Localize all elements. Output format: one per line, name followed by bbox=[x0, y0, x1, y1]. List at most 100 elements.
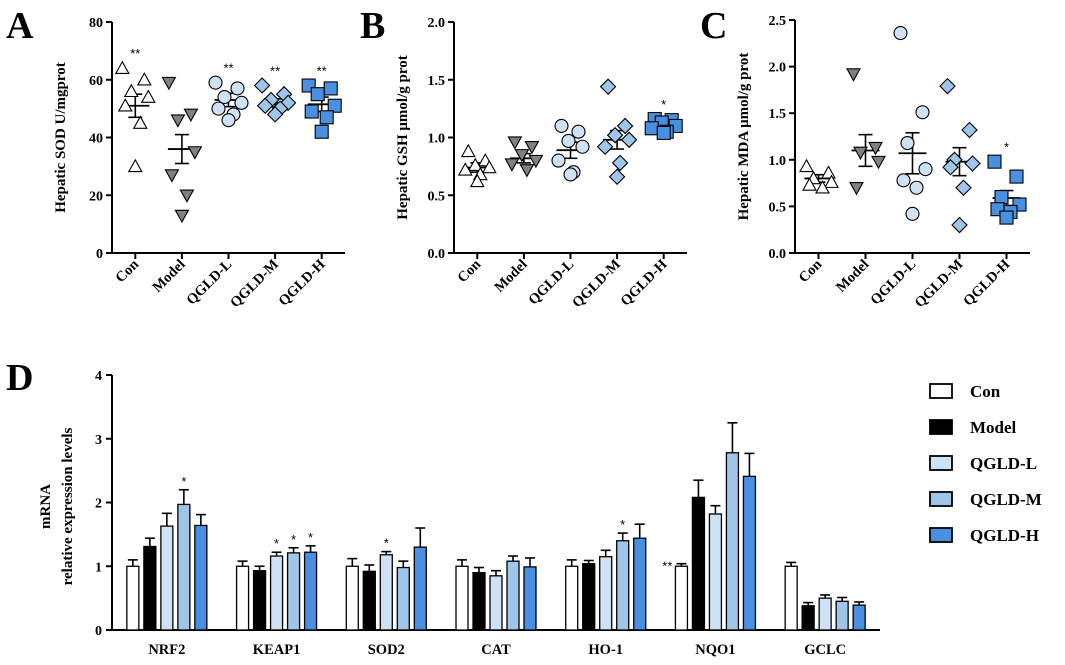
panel-C-point bbox=[909, 180, 924, 195]
panel-C-point bbox=[999, 210, 1014, 225]
legend-swatch bbox=[929, 491, 953, 507]
panel-C-point bbox=[900, 135, 915, 151]
panel-A-xtick-label: QGLD-H bbox=[276, 256, 329, 309]
panel-A-point bbox=[170, 114, 186, 128]
panel-B-point bbox=[606, 126, 624, 144]
panel-D-bar bbox=[599, 556, 613, 631]
panel-C-point bbox=[918, 162, 933, 177]
panel-B-point bbox=[551, 153, 566, 168]
panel-A-point bbox=[266, 106, 284, 123]
panel-A-point bbox=[164, 169, 180, 183]
panel-A-y-label: Hepatic SOD U/mgprot bbox=[53, 62, 69, 213]
panel-C-point bbox=[939, 77, 956, 95]
panel-B-point bbox=[644, 121, 659, 136]
panel-D-bar bbox=[489, 575, 503, 631]
panel-D-bar bbox=[455, 565, 469, 631]
panel-A-point bbox=[132, 115, 148, 129]
panel-C-point bbox=[871, 155, 886, 170]
panel-A-point bbox=[136, 72, 152, 86]
panel-D-bar bbox=[691, 496, 706, 631]
panel-B-ytick-label: 2.0 bbox=[428, 16, 446, 31]
panel-D-bar bbox=[126, 565, 140, 631]
panel-D-category-label: SOD2 bbox=[368, 642, 405, 658]
panel-D-bar bbox=[633, 537, 647, 631]
panel-A-point bbox=[217, 90, 232, 105]
panel-A-letter: A bbox=[6, 5, 34, 47]
panel-A-ytick-label: 80 bbox=[89, 16, 103, 31]
panel-D-bar bbox=[160, 525, 174, 631]
panel-C-point bbox=[964, 155, 981, 172]
panel-B-point bbox=[611, 154, 629, 172]
panel-D-ytick-label: 4 bbox=[95, 369, 102, 384]
panel-D-bar bbox=[303, 551, 318, 631]
panel-D-bar bbox=[194, 524, 208, 631]
panel-B-ytick-label: 1.0 bbox=[428, 132, 446, 147]
panel-B-point bbox=[504, 158, 520, 172]
panel-A-point bbox=[230, 81, 245, 96]
panel-C-point bbox=[915, 105, 930, 120]
panel-C-xtick-label: QGLD-H bbox=[960, 256, 1013, 309]
panel-C-ytick-label: 0.5 bbox=[769, 200, 787, 215]
panel-C-point bbox=[821, 165, 836, 179]
panel-D-category-label: GCLC bbox=[804, 642, 846, 658]
legend-label: QGLD-L bbox=[970, 454, 1037, 473]
panel-B-xtick-label: QGLD-M bbox=[569, 256, 624, 311]
panel-B-point bbox=[519, 164, 535, 178]
panel-D-bar bbox=[674, 565, 689, 631]
panel-A-point bbox=[234, 95, 249, 110]
panel-A-point bbox=[140, 89, 156, 103]
panel-B-point bbox=[481, 159, 497, 174]
panel-A-xtick-label: QGLD-M bbox=[227, 256, 282, 311]
panel-A-ytick-label: 60 bbox=[89, 74, 103, 89]
panel-A-point bbox=[174, 209, 190, 224]
panel-A-ytick-label: 40 bbox=[89, 132, 103, 147]
panel-D-bar bbox=[616, 540, 630, 631]
panel-C-letter: C bbox=[700, 5, 727, 47]
panel-C-point bbox=[846, 68, 861, 82]
panel-B-point bbox=[528, 154, 544, 169]
panel-D-ytick-label: 0 bbox=[95, 624, 102, 639]
panel-D-significance: * bbox=[620, 517, 625, 532]
panel-D-bar bbox=[379, 554, 393, 631]
panel-C-point bbox=[942, 158, 959, 176]
panel-A-point bbox=[256, 97, 274, 115]
panel-C-point bbox=[815, 180, 830, 194]
panel-D-bar bbox=[362, 570, 376, 631]
panel-B-point bbox=[596, 138, 614, 156]
panel-A-point bbox=[123, 83, 139, 98]
panel-D-ytick-label: 2 bbox=[95, 497, 102, 512]
panel-D-significance: * bbox=[384, 536, 389, 551]
panel-C-point bbox=[853, 146, 868, 160]
panel-C-point bbox=[824, 174, 839, 188]
panel-D-y-label-line2: relative expression levels bbox=[60, 427, 76, 585]
panel-B-point bbox=[656, 125, 671, 140]
panel-C-ytick-label: 0.0 bbox=[769, 247, 787, 262]
panel-C-point bbox=[987, 154, 1002, 169]
panel-C-ytick-label: 1.0 bbox=[769, 154, 787, 169]
panel-C-ytick-label: 2.5 bbox=[769, 14, 787, 29]
panel-C-ytick-label: 2.0 bbox=[769, 61, 787, 76]
panel-C-xtick-label: Model bbox=[833, 257, 872, 296]
panel-A-point bbox=[314, 124, 329, 139]
panel-A: A 0 20 40 60 80 Hepatic SOD U/mgprot Con ** Model… bbox=[6, 5, 345, 311]
panel-D-bar bbox=[235, 565, 250, 631]
panel-A-point bbox=[179, 189, 195, 203]
panel-A-point bbox=[319, 110, 334, 125]
panel-D-bar bbox=[818, 597, 832, 631]
panel-D-bar bbox=[286, 552, 301, 631]
panel-B-point bbox=[457, 162, 473, 176]
panel-D-bar bbox=[413, 546, 427, 631]
panel-B-y-label: Hepatic GSH μmol/g prot bbox=[395, 55, 411, 219]
panel-A-point bbox=[221, 113, 236, 128]
panel-D-bar bbox=[725, 452, 740, 631]
panel-C-xtick-label: QGLD-M bbox=[912, 256, 967, 311]
panel-B-point bbox=[524, 140, 540, 155]
panel-A-point bbox=[187, 146, 203, 160]
panel-A-point bbox=[253, 77, 271, 94]
panel-C-point bbox=[961, 121, 978, 139]
panel-B-point bbox=[571, 124, 586, 139]
legend-label: QGLD-M bbox=[970, 490, 1042, 509]
panel-C-point bbox=[955, 179, 972, 197]
panel-D-bar bbox=[177, 503, 191, 631]
